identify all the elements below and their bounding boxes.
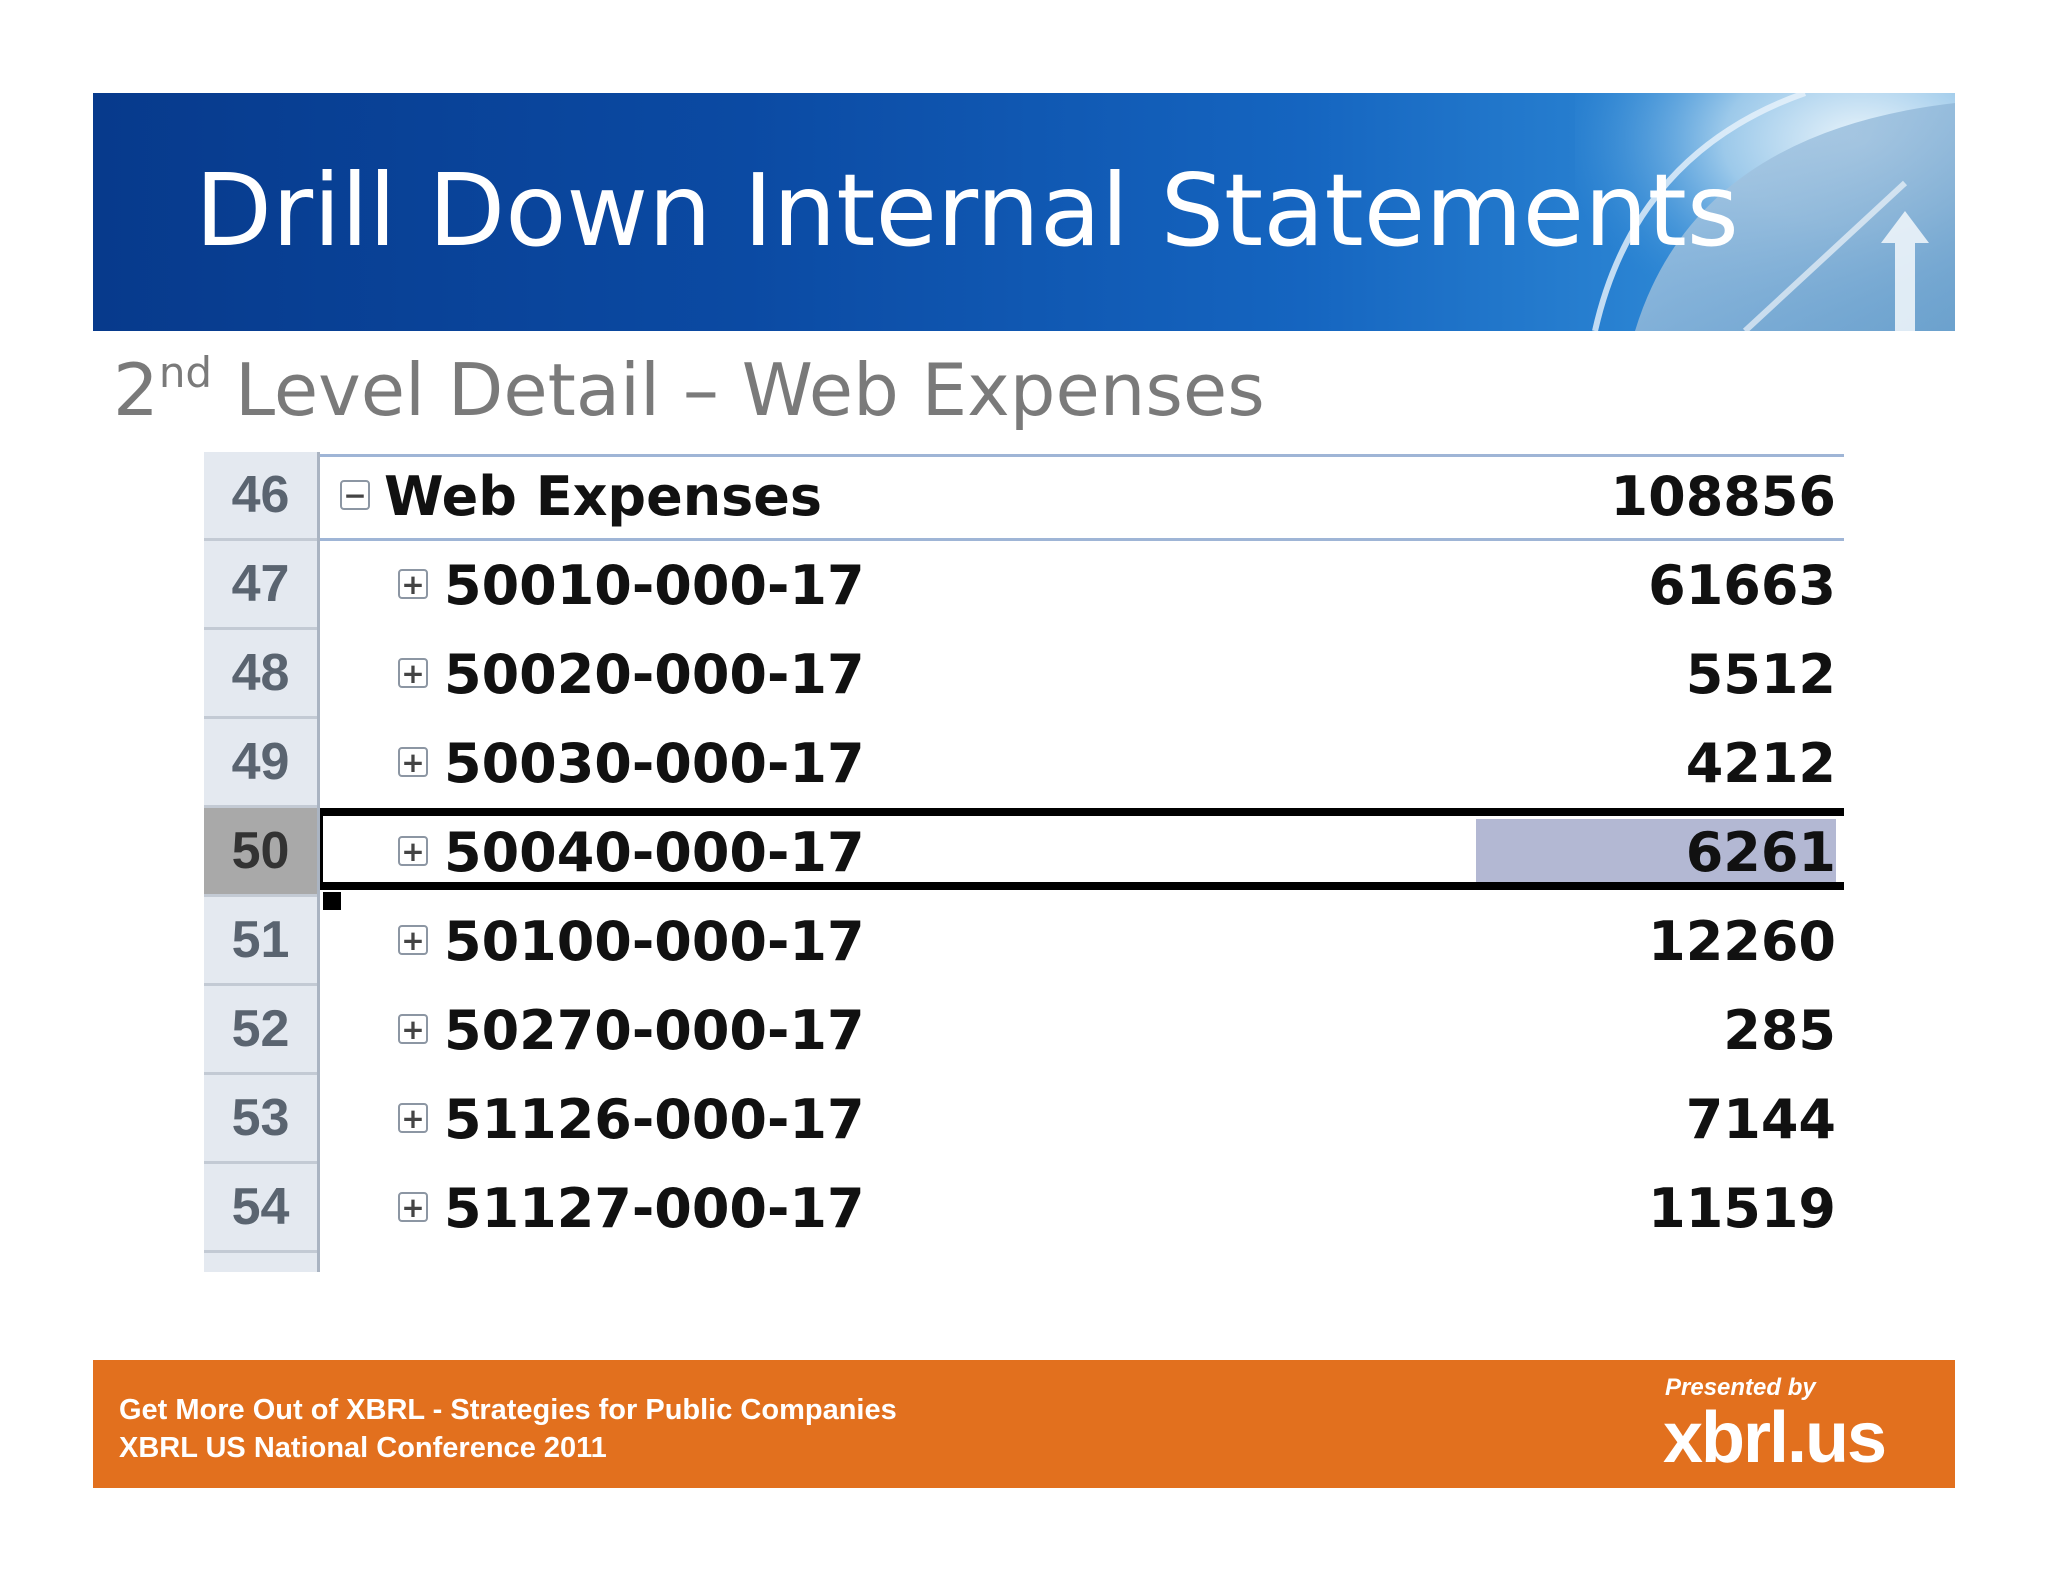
row-value[interactable]: 7144 xyxy=(1685,1088,1836,1151)
row-label[interactable]: 50100-000-17 xyxy=(444,910,865,973)
xbrl-logo: xbrl.us xyxy=(1663,1398,1887,1478)
row-number[interactable]: 49 xyxy=(204,719,317,808)
header-row-border xyxy=(320,538,1844,541)
row-value[interactable]: 285 xyxy=(1723,999,1836,1062)
row-label[interactable]: 51127-000-17 xyxy=(444,1177,865,1240)
row-number[interactable]: 52 xyxy=(204,986,317,1075)
row-value[interactable]: 61663 xyxy=(1648,554,1836,617)
expand-icon[interactable]: + xyxy=(398,569,428,599)
table-row[interactable]: 52 + 50270-000-17 285 xyxy=(204,986,1844,1075)
pivot-table: 46 − Web Expenses 108856 47 + 50010-000-… xyxy=(204,452,1844,1272)
table-row[interactable]: 47 + 50010-000-17 61663 xyxy=(204,541,1844,630)
row-label[interactable]: 50030-000-17 xyxy=(444,732,865,795)
row-number[interactable]: 47 xyxy=(204,541,317,630)
expand-icon[interactable]: + xyxy=(398,1103,428,1133)
table-row-selected[interactable]: 50 + 50040-000-17 6261 xyxy=(204,808,1844,897)
table-row[interactable]: 51 + 50100-000-17 12260 xyxy=(204,897,1844,986)
row-value[interactable]: 5512 xyxy=(1685,643,1836,706)
row-number[interactable]: 53 xyxy=(204,1075,317,1164)
table-row-total[interactable]: 46 − Web Expenses 108856 xyxy=(204,452,1844,541)
subtitle-number: 2 xyxy=(113,348,159,432)
presented-by-label: Presented by xyxy=(1665,1374,1816,1401)
slide-title: Drill Down Internal Statements xyxy=(195,152,1739,269)
subtitle-text: Level Detail – Web Expenses xyxy=(212,348,1265,432)
table-row[interactable]: 49 + 50030-000-17 4212 xyxy=(204,719,1844,808)
expand-icon[interactable]: + xyxy=(398,925,428,955)
collapse-icon[interactable]: − xyxy=(340,480,370,510)
expand-icon[interactable]: + xyxy=(398,1014,428,1044)
row-value[interactable]: 6261 xyxy=(1685,821,1836,884)
subtitle-ordinal: nd xyxy=(158,348,213,397)
row-label[interactable]: 50270-000-17 xyxy=(444,999,865,1062)
row-number[interactable]: 54 xyxy=(204,1164,317,1253)
row-value[interactable]: 108856 xyxy=(1610,465,1836,528)
slide-subtitle: 2nd Level Detail – Web Expenses xyxy=(113,345,1265,435)
footer-conference: XBRL US National Conference 2011 xyxy=(119,1432,607,1464)
table-row[interactable]: 54 + 51127-000-17 11519 xyxy=(204,1164,1844,1253)
row-value[interactable]: 4212 xyxy=(1685,732,1836,795)
table-row[interactable]: 53 + 51126-000-17 7144 xyxy=(204,1075,1844,1164)
row-value[interactable]: 12260 xyxy=(1648,910,1836,973)
table-top-border xyxy=(320,454,1844,457)
row-number[interactable]: 46 xyxy=(204,452,317,541)
row-number[interactable]: 51 xyxy=(204,897,317,986)
expand-icon[interactable]: + xyxy=(398,658,428,688)
row-number[interactable]: 48 xyxy=(204,630,317,719)
row-label[interactable]: 50040-000-17 xyxy=(444,821,865,884)
row-value[interactable]: 11519 xyxy=(1648,1177,1836,1240)
expand-icon[interactable]: + xyxy=(398,836,428,866)
selected-cell-highlight xyxy=(1476,819,1836,889)
expand-icon[interactable]: + xyxy=(398,1192,428,1222)
footer-bar: Get More Out of XBRL - Strategies for Pu… xyxy=(93,1360,1955,1488)
row-label[interactable]: 50010-000-17 xyxy=(444,554,865,617)
table-row[interactable]: 48 + 50020-000-17 5512 xyxy=(204,630,1844,719)
fill-handle[interactable] xyxy=(323,892,341,910)
road-arrow-graphic xyxy=(1575,93,1955,331)
expand-icon[interactable]: + xyxy=(398,747,428,777)
footer-tagline: Get More Out of XBRL - Strategies for Pu… xyxy=(119,1394,897,1426)
row-label[interactable]: 50020-000-17 xyxy=(444,643,865,706)
row-number[interactable]: 50 xyxy=(204,808,317,897)
selection-outline xyxy=(320,808,1844,890)
title-banner: Drill Down Internal Statements xyxy=(93,93,1955,331)
row-label[interactable]: Web Expenses xyxy=(384,465,823,528)
row-label[interactable]: 51126-000-17 xyxy=(444,1088,865,1151)
